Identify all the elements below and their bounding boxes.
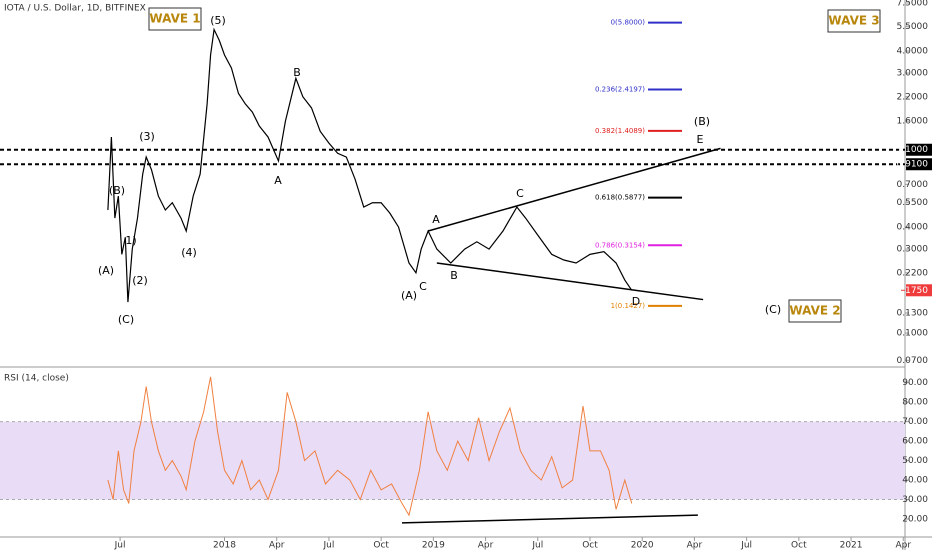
y-tick-label: 2.2000: [897, 92, 929, 102]
rsi-y-tick-label: 60.00: [902, 437, 928, 447]
wave-count: B: [450, 269, 458, 282]
y-tick-label: 5.5000: [897, 22, 929, 32]
wave-count: A: [432, 213, 440, 226]
x-tick-label: 2021: [840, 541, 863, 550]
x-tick-label: Apr: [478, 541, 494, 550]
wave-count: C: [516, 187, 524, 200]
wave-count: (A): [98, 264, 114, 277]
rsi-line: [107, 376, 633, 517]
y-tick-label: 1.6000: [897, 117, 929, 127]
x-tick-label: Jul: [323, 541, 335, 550]
level-label: 0.9100: [897, 160, 929, 170]
level-label-bg: [906, 143, 932, 156]
x-tick-label: Apr: [269, 541, 285, 550]
x-tick-label: Oct: [791, 541, 807, 550]
level-label-bg: [906, 158, 932, 171]
rsi-y-tick-label: 50.00: [902, 456, 928, 466]
wave-label: WAVE 2: [789, 304, 840, 318]
wave-box: [148, 7, 202, 31]
y-tick-label: 7.5000: [897, 0, 929, 8]
wave-count: E: [697, 133, 704, 146]
y-tick-label: 0.3000: [897, 245, 929, 255]
y-tick-label: 0.7000: [897, 180, 929, 190]
y-tick-label: 3.0000: [897, 69, 929, 79]
x-tick-label: Apr: [687, 541, 703, 550]
rsi-y-tick-label: 70.00: [902, 417, 928, 427]
fib-label: 0.618(0.5877): [595, 194, 645, 202]
rsi-y-tick-label: 40.00: [902, 476, 928, 486]
fib-label: 0.786(0.3154): [595, 241, 645, 249]
wave-box: [788, 299, 842, 323]
x-tick-label: 2018: [213, 541, 236, 550]
wave-count: C: [419, 280, 427, 293]
y-tick-label: 4.0000: [897, 47, 929, 57]
x-tick-label: Jul: [531, 541, 543, 550]
wave-count: B: [293, 66, 301, 79]
wave-count: (3): [139, 130, 155, 143]
wave-count: (4): [181, 246, 197, 259]
last-price-bg: [906, 284, 932, 297]
x-tick-label: Oct: [373, 541, 389, 550]
fib-label: 0(5.8000): [611, 19, 646, 27]
wave-label: WAVE 1: [149, 12, 200, 26]
wave-count: (B): [694, 115, 710, 128]
wave-count: D: [632, 295, 640, 308]
wave-count: (A): [401, 289, 417, 302]
rsi-y-tick-label: 80.00: [902, 398, 928, 408]
y-tick-label: 0.5500: [897, 198, 929, 208]
wave-box: [827, 9, 881, 33]
x-tick-label: Apr: [895, 541, 911, 550]
wave-count: (C): [765, 303, 781, 316]
fib-label: 1(0.1427): [611, 302, 646, 310]
x-tick-label: Jul: [114, 541, 126, 550]
level-label: 1.1000: [897, 145, 929, 155]
last-price-label: 0.1750: [897, 286, 929, 296]
rsi-trendline: [402, 514, 698, 524]
y-tick-label: 0.0700: [897, 356, 929, 366]
trendline: [427, 147, 721, 232]
fib-label: 0.382(1.4089): [595, 127, 645, 135]
y-tick-label: 0.2200: [897, 268, 929, 278]
y-tick-label: 0.1000: [897, 329, 929, 339]
rsi-title: RSI (14, close): [4, 374, 69, 384]
wave-count: (5): [210, 14, 226, 27]
rsi-y-tick-label: 20.00: [902, 515, 928, 525]
rsi-band: [0, 421, 905, 500]
x-tick-label: 2020: [631, 541, 654, 550]
rsi-y-tick-label: 30.00: [902, 495, 928, 505]
trendline: [436, 262, 704, 301]
wave-label: WAVE 3: [828, 14, 879, 28]
rsi-y-tick-label: 90.00: [902, 378, 928, 388]
x-tick-label: Jul: [740, 541, 752, 550]
chart-title: IOTA / U.S. Dollar, 1D, BITFINEX: [4, 4, 146, 14]
y-tick-label: 0.4000: [897, 223, 929, 233]
wave-count: (2): [132, 274, 148, 287]
wave-count: 1): [125, 234, 136, 247]
x-tick-label: 2019: [422, 541, 445, 550]
y-tick-label: 0.1300: [897, 309, 929, 319]
fib-label: 0.236(2.4197): [595, 85, 645, 93]
x-tick-label: Oct: [582, 541, 598, 550]
wave-count: A: [274, 174, 282, 187]
wave-count: (C): [118, 313, 134, 326]
wave-count: (B): [109, 184, 125, 197]
price-line: [107, 27, 633, 303]
